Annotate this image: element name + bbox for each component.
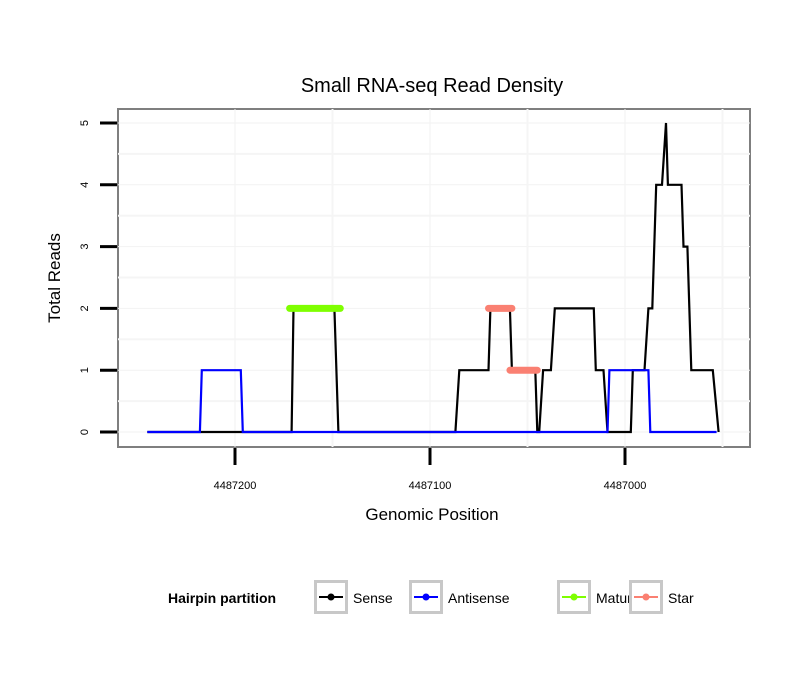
y-tick-label: 3 (79, 244, 91, 250)
legend-key-point (570, 593, 578, 601)
series-layer (147, 122, 720, 434)
legend-item-star: Star (629, 580, 694, 614)
y-axis: 0 1 2 3 4 5 (79, 120, 117, 435)
legend-title: Hairpin partition (168, 590, 276, 606)
x-axis-title: Genomic Position (365, 505, 498, 524)
legend-label: Star (668, 590, 694, 606)
x-tick-label: 4487000 (604, 480, 647, 492)
x-tick-label: 4487100 (409, 480, 452, 492)
x-axis: 4487200 4487100 4487000 (214, 448, 647, 492)
y-tick-label: 2 (79, 305, 91, 311)
y-tick-label: 0 (79, 429, 91, 435)
legend-item-mature: Mature (557, 580, 640, 614)
chart-title: Small RNA-seq Read Density (301, 75, 563, 97)
legend-item-antisense: Antisense (409, 580, 510, 614)
series-antisense-line (147, 369, 717, 434)
legend-label: Mature (596, 590, 640, 606)
legend-key-point (642, 593, 650, 601)
y-tick-label: 5 (79, 120, 91, 126)
y-axis-title: Total Reads (45, 233, 64, 323)
legend-label: Sense (353, 590, 393, 606)
legend-item-sense: Sense (314, 580, 393, 614)
x-tick-label: 4487200 (214, 480, 257, 492)
series-sense-line (147, 122, 720, 434)
y-tick-label: 1 (79, 367, 91, 373)
legend-key-point (327, 593, 335, 601)
legend: Hairpin partition Sense Antisense Mature St… (168, 580, 694, 614)
legend-label: Antisense (448, 590, 510, 606)
y-tick-label: 4 (79, 182, 91, 188)
legend-key-point (422, 593, 430, 601)
